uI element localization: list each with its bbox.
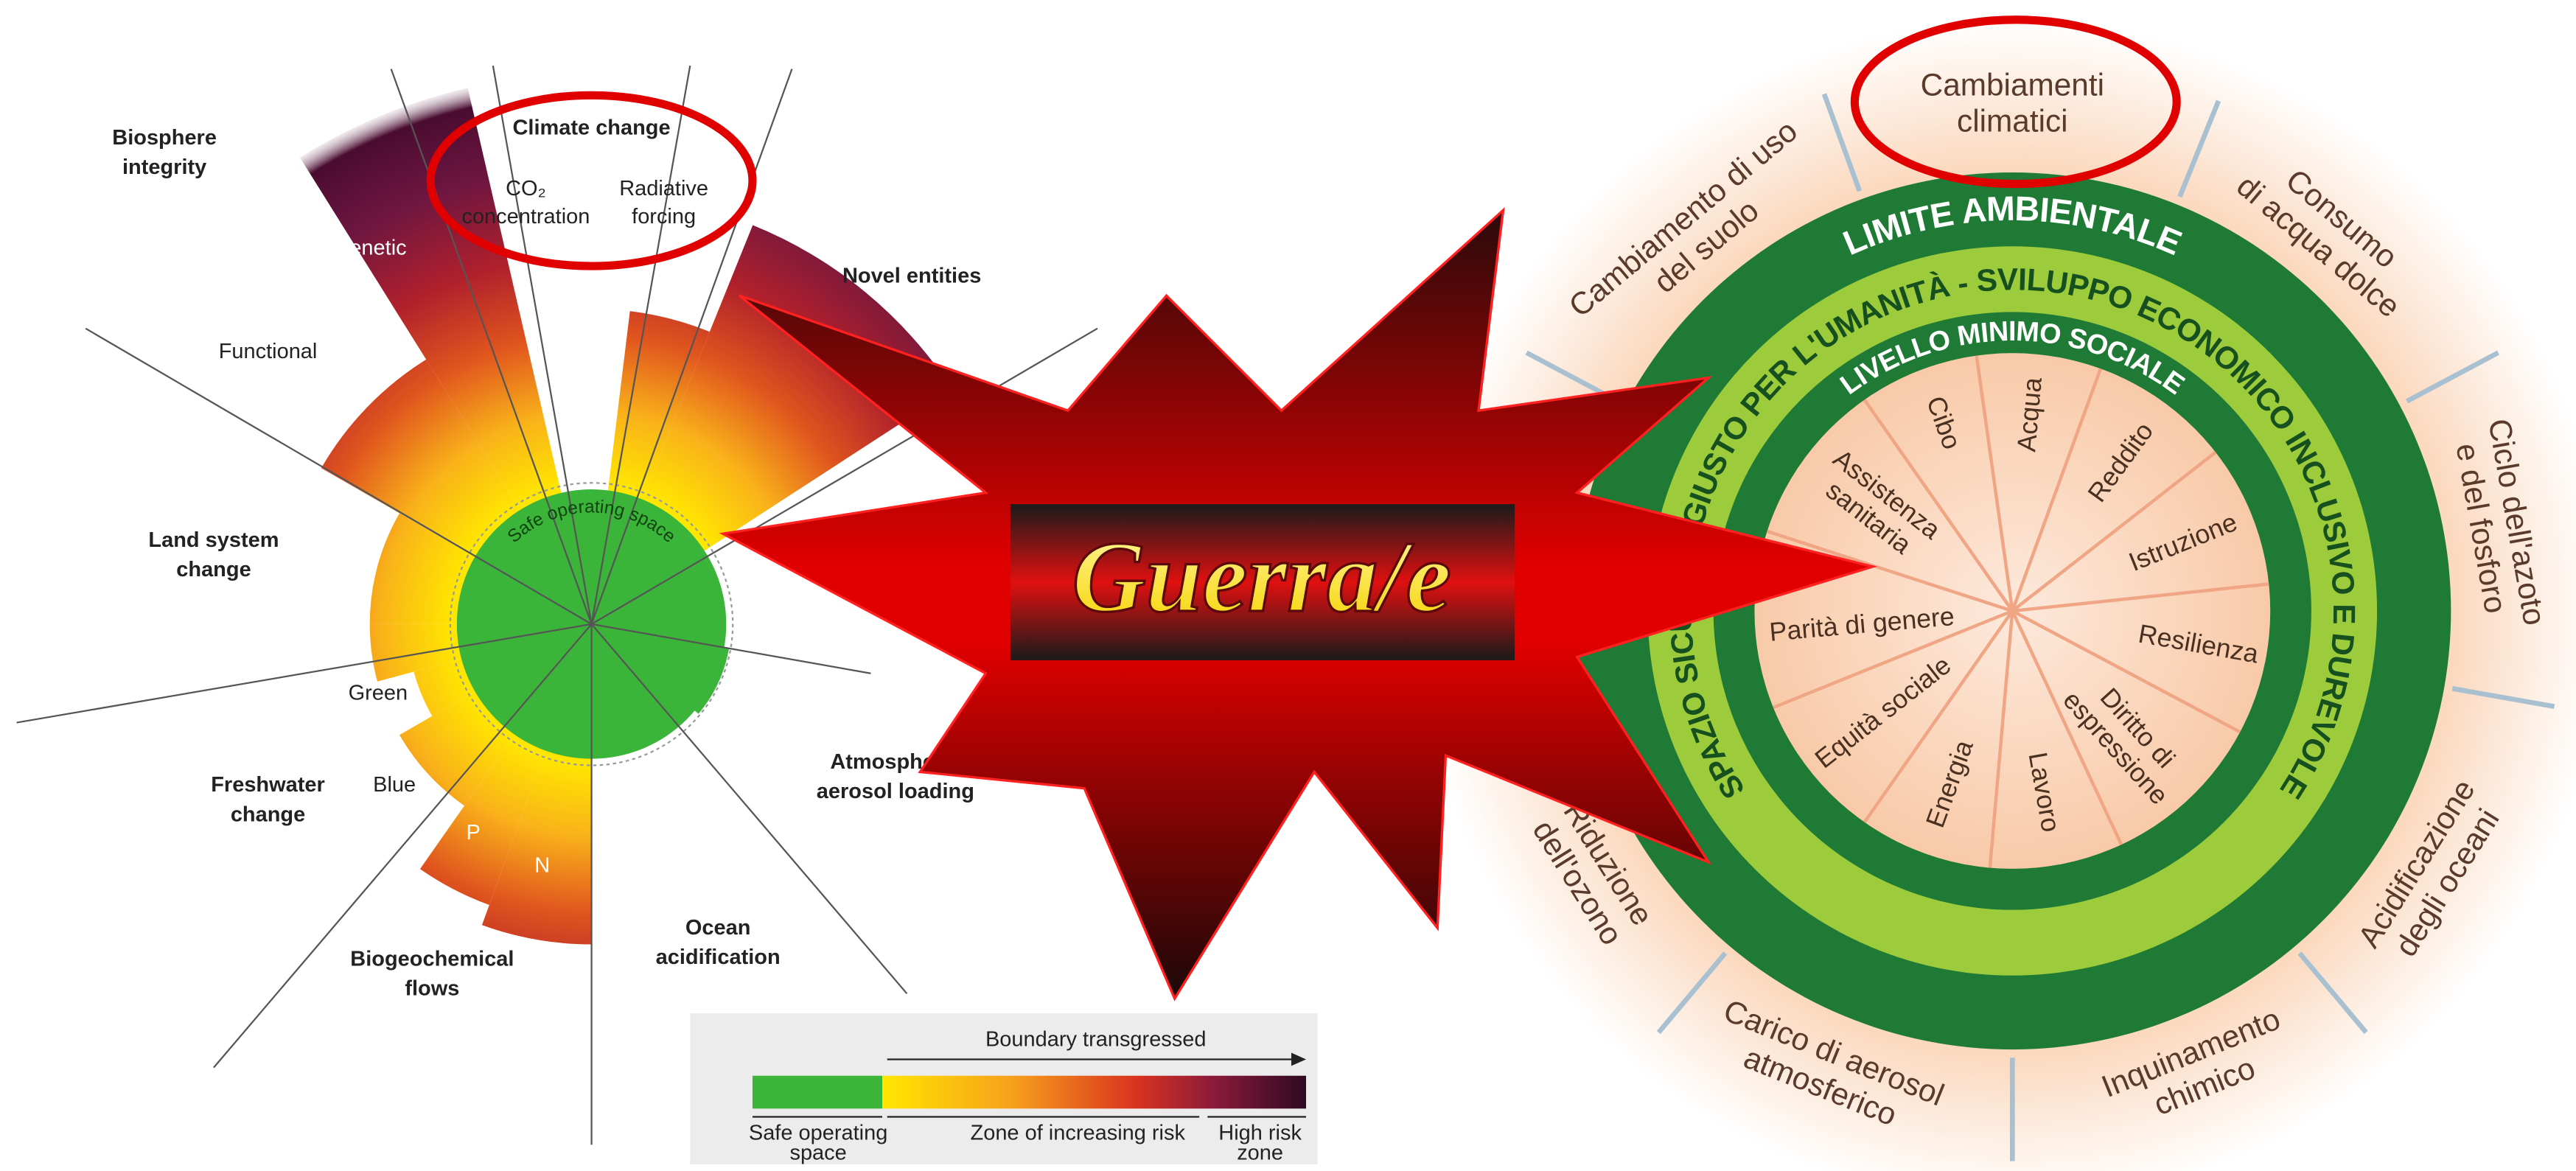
sub-label: Green [349, 681, 408, 705]
boundary-label-line: Biosphere [112, 126, 217, 150]
legend-safe [753, 1076, 882, 1109]
sub-label: P [466, 821, 480, 845]
sub-label-line: concentration [461, 205, 590, 228]
boundary-label-line: Freshwater [211, 773, 325, 797]
boundary-label-line: Biogeochemical [350, 947, 514, 971]
boundary-label-line: flows [405, 977, 459, 1001]
page: Guerra/e {"planetary_boundaries": { "bio… [0, 0, 2576, 1171]
sub-label-line: CO₂ [506, 177, 546, 200]
banner-text: Guerra/e [1072, 520, 1451, 633]
sub-label-line: Radiative [619, 177, 708, 200]
boundary-label: Freshwater change [211, 773, 325, 826]
sub-label: Radiative forcing [619, 177, 708, 228]
boundary-label: Ocean acidification [656, 916, 781, 969]
legend-label: Boundary transgressed [985, 1028, 1207, 1052]
highlight-label-line: climatici [1957, 103, 2068, 138]
boundary-label: Climate change [513, 116, 671, 140]
sub-label: Blue [373, 773, 416, 797]
boundary-label-line: integrity [122, 155, 206, 179]
sub-label: Functional [219, 340, 318, 363]
boundary-label: Biogeochemical flows [350, 947, 514, 1000]
boundary-label-line: Ocean [685, 916, 751, 940]
boundary-label: Biosphere integrity [112, 126, 217, 179]
sub-label-line: forcing [632, 205, 696, 228]
legend-label-line: zone [1237, 1141, 1283, 1164]
sub-label: N [534, 853, 550, 877]
boundary-label-line: acidification [656, 945, 781, 969]
boundary-label-line: Land system [148, 528, 279, 552]
boundary-label: Land system change [148, 528, 279, 581]
boundary-label-line: change [176, 558, 251, 581]
sub-label: Genetic [333, 236, 407, 259]
boundary-label-line: aerosol loading [817, 780, 974, 803]
boundary-label-line: change [231, 803, 305, 826]
legend-risk [882, 1076, 1306, 1109]
legend-label-line: space [789, 1141, 846, 1164]
collage: Safe operating spaceBiosphereintegrityGe… [0, 0, 2576, 1171]
highlight-label-line: Cambiamenti [1921, 67, 2104, 102]
boundary-label: Novel entities [842, 264, 981, 287]
body: Safe operating spaceBiosphereintegrityGe… [0, 0, 2576, 1171]
legend-label: Zone of increasing risk [971, 1122, 1186, 1145]
